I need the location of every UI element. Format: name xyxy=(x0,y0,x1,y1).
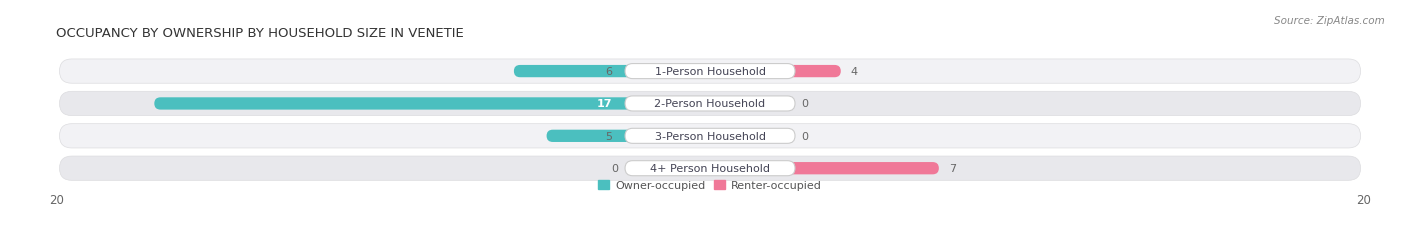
FancyBboxPatch shape xyxy=(710,98,749,110)
FancyBboxPatch shape xyxy=(547,130,710,142)
Legend: Owner-occupied, Renter-occupied: Owner-occupied, Renter-occupied xyxy=(593,176,827,195)
Text: 1-Person Household: 1-Person Household xyxy=(655,67,765,77)
FancyBboxPatch shape xyxy=(626,64,794,79)
FancyBboxPatch shape xyxy=(59,156,1361,181)
Text: 5: 5 xyxy=(605,131,612,141)
Text: 4+ Person Household: 4+ Person Household xyxy=(650,164,770,173)
FancyBboxPatch shape xyxy=(710,162,939,175)
FancyBboxPatch shape xyxy=(515,66,710,78)
FancyBboxPatch shape xyxy=(59,92,1361,116)
Text: 6: 6 xyxy=(605,67,612,77)
FancyBboxPatch shape xyxy=(59,60,1361,84)
Text: 0: 0 xyxy=(801,131,808,141)
Text: 2-Person Household: 2-Person Household xyxy=(654,99,766,109)
FancyBboxPatch shape xyxy=(626,129,794,144)
Text: 4: 4 xyxy=(851,67,858,77)
Text: 7: 7 xyxy=(949,164,956,173)
Text: OCCUPANCY BY OWNERSHIP BY HOUSEHOLD SIZE IN VENETIE: OCCUPANCY BY OWNERSHIP BY HOUSEHOLD SIZE… xyxy=(56,27,464,40)
FancyBboxPatch shape xyxy=(626,97,794,112)
FancyBboxPatch shape xyxy=(155,98,710,110)
FancyBboxPatch shape xyxy=(59,124,1361,148)
FancyBboxPatch shape xyxy=(626,161,794,176)
Text: Source: ZipAtlas.com: Source: ZipAtlas.com xyxy=(1274,16,1385,26)
Text: 17: 17 xyxy=(596,99,612,109)
Text: 0: 0 xyxy=(801,99,808,109)
FancyBboxPatch shape xyxy=(710,66,841,78)
Text: 0: 0 xyxy=(612,164,619,173)
FancyBboxPatch shape xyxy=(710,130,749,142)
Text: 3-Person Household: 3-Person Household xyxy=(655,131,765,141)
